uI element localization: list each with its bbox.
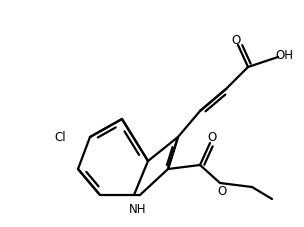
Text: OH: OH	[275, 49, 293, 62]
Text: O: O	[231, 33, 241, 46]
Text: O: O	[217, 185, 226, 198]
Text: O: O	[207, 131, 217, 144]
Text: Cl: Cl	[54, 131, 66, 144]
Text: NH: NH	[129, 203, 147, 216]
